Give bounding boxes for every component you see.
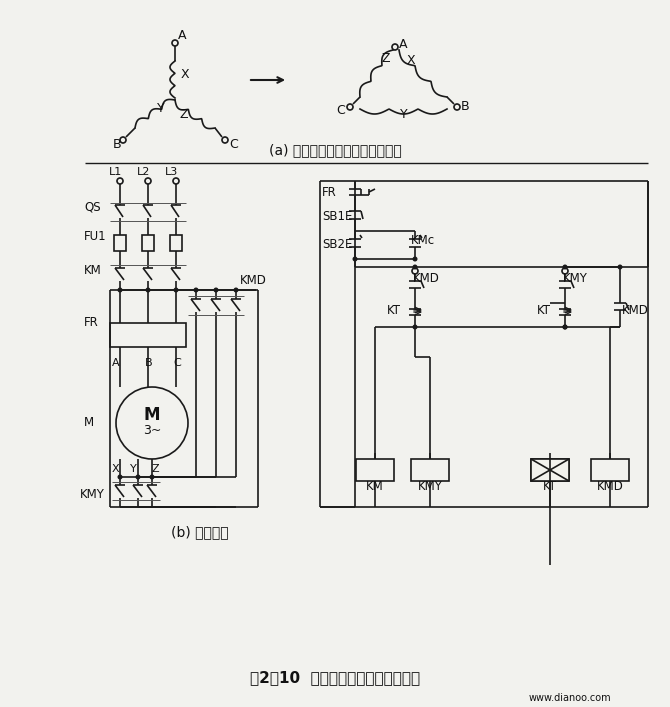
Text: Y: Y (157, 102, 165, 115)
Circle shape (145, 288, 151, 293)
Text: Z: Z (152, 464, 159, 474)
Text: B: B (461, 100, 470, 114)
Text: FR: FR (84, 317, 98, 329)
Circle shape (149, 474, 155, 479)
Text: KMc: KMc (411, 235, 435, 247)
Text: C: C (229, 137, 238, 151)
Circle shape (174, 288, 178, 293)
Circle shape (117, 474, 123, 479)
Text: KMY: KMY (80, 489, 105, 501)
Bar (591, 459, 629, 481)
Text: C: C (173, 358, 181, 368)
Text: KM: KM (84, 264, 102, 276)
Text: Y: Y (130, 464, 137, 474)
Text: A: A (399, 37, 407, 50)
Text: (a) 星形－三角形转换绕组连接图: (a) 星形－三角形转换绕组连接图 (269, 143, 401, 157)
Text: FU1: FU1 (84, 230, 107, 243)
Circle shape (618, 264, 622, 269)
Text: KMY: KMY (417, 481, 442, 493)
Text: E: E (345, 238, 352, 250)
Circle shape (412, 268, 418, 274)
Text: B: B (145, 358, 153, 368)
Text: KT: KT (387, 305, 401, 317)
Text: SB2: SB2 (322, 238, 345, 250)
Text: KMD: KMD (413, 272, 440, 286)
Circle shape (173, 178, 179, 184)
Text: 3~: 3~ (143, 424, 161, 438)
Bar (411, 459, 449, 481)
Text: X: X (181, 69, 190, 81)
Circle shape (563, 264, 567, 269)
Text: X: X (112, 464, 120, 474)
Text: Z: Z (381, 52, 389, 66)
Text: Z: Z (180, 108, 188, 122)
Bar (142, 235, 154, 251)
Text: Y: Y (400, 108, 407, 122)
Text: KMD: KMD (240, 274, 267, 286)
Circle shape (135, 474, 141, 479)
Text: E: E (345, 209, 352, 223)
Text: FR: FR (322, 187, 337, 199)
Text: L1: L1 (109, 167, 123, 177)
Text: M: M (144, 406, 160, 424)
Bar (531, 459, 569, 481)
Circle shape (117, 288, 123, 293)
Circle shape (352, 257, 358, 262)
Circle shape (562, 268, 568, 274)
Circle shape (454, 104, 460, 110)
Text: KMD: KMD (596, 481, 624, 493)
Text: 图2－10  星形－三角形启动控制线路: 图2－10 星形－三角形启动控制线路 (250, 670, 420, 686)
Text: KMD: KMD (622, 305, 649, 317)
Circle shape (413, 257, 417, 262)
Text: X: X (407, 54, 415, 67)
Circle shape (347, 104, 353, 110)
Text: L3: L3 (165, 167, 179, 177)
Text: SB1: SB1 (322, 209, 345, 223)
Circle shape (563, 325, 567, 329)
Text: (b) 控制线路: (b) 控制线路 (172, 525, 229, 539)
Circle shape (116, 387, 188, 459)
Bar (356, 459, 394, 481)
Text: KT: KT (543, 481, 557, 493)
Text: A: A (178, 29, 186, 42)
Circle shape (214, 288, 218, 293)
Circle shape (117, 178, 123, 184)
Circle shape (413, 325, 417, 329)
Text: L2: L2 (137, 167, 151, 177)
Bar (114, 235, 126, 251)
Circle shape (413, 264, 417, 269)
Bar (110, 323, 186, 347)
Text: C: C (336, 103, 345, 117)
Text: B: B (113, 139, 122, 151)
Circle shape (222, 137, 228, 143)
Text: KMY: KMY (563, 272, 588, 286)
Circle shape (563, 325, 567, 329)
Bar (531, 459, 569, 481)
Circle shape (234, 288, 239, 293)
Circle shape (194, 288, 198, 293)
Text: A: A (112, 358, 120, 368)
Text: QS: QS (84, 201, 100, 214)
Circle shape (392, 44, 398, 50)
Circle shape (145, 178, 151, 184)
Text: KM: KM (366, 481, 384, 493)
Text: www.dianoo.com: www.dianoo.com (529, 693, 611, 703)
Text: KT: KT (537, 305, 551, 317)
Circle shape (172, 40, 178, 46)
Bar (170, 235, 182, 251)
Circle shape (120, 137, 126, 143)
Text: M: M (84, 416, 94, 429)
